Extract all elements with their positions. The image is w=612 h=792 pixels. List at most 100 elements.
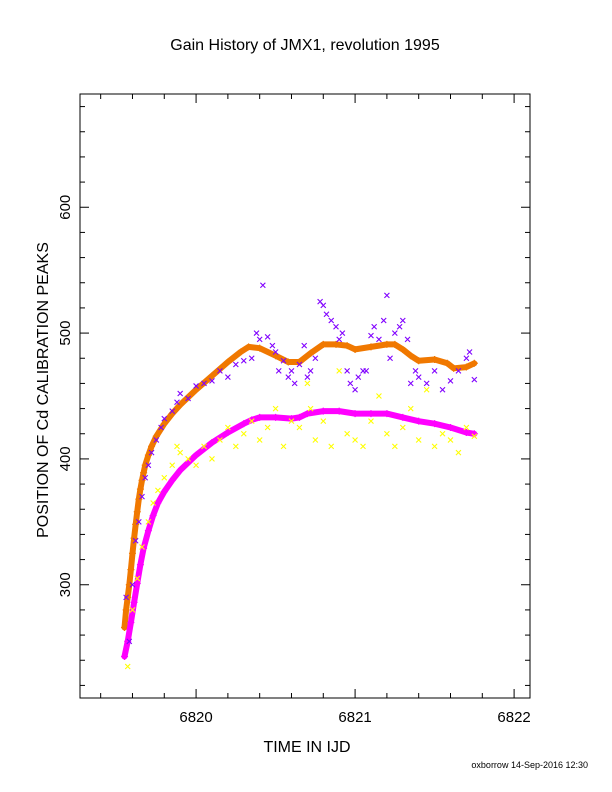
x-tick-label: 6822	[497, 709, 530, 726]
data-point	[136, 485, 144, 493]
data-point	[399, 424, 406, 431]
data-point	[431, 420, 439, 428]
series-line	[121, 408, 478, 660]
series-3	[124, 367, 478, 670]
data-point	[144, 527, 152, 535]
data-point	[455, 367, 462, 374]
series-line	[121, 341, 478, 631]
data-point	[446, 423, 454, 431]
data-point	[133, 508, 141, 516]
data-point	[141, 461, 149, 469]
data-point	[367, 410, 375, 418]
data-point	[439, 430, 446, 437]
data-point	[134, 575, 141, 582]
data-point	[209, 456, 215, 462]
data-point	[217, 437, 223, 443]
data-point	[130, 534, 138, 542]
data-point	[396, 323, 403, 330]
data-point	[295, 413, 303, 421]
data-point	[176, 466, 184, 474]
data-point	[415, 437, 422, 443]
data-point	[280, 357, 287, 364]
data-point	[135, 518, 142, 525]
data-point	[285, 374, 292, 381]
data-point	[336, 336, 343, 343]
data-point	[371, 323, 378, 330]
data-point	[352, 386, 358, 393]
data-point	[153, 437, 160, 443]
data-point	[161, 415, 168, 422]
data-point	[415, 374, 422, 381]
data-point	[367, 343, 375, 351]
data-point	[149, 512, 157, 520]
data-point	[248, 418, 255, 425]
data-point	[161, 474, 168, 481]
data-point	[391, 443, 398, 450]
data-point	[399, 413, 407, 421]
data-point	[129, 581, 136, 588]
data-point	[343, 342, 351, 350]
data-point	[376, 393, 382, 399]
data-point	[237, 348, 245, 356]
x-axis-label: TIME IN IJD	[263, 739, 350, 756]
data-point	[328, 443, 335, 450]
data-point	[176, 401, 184, 409]
data-point	[224, 374, 231, 381]
data-point	[291, 380, 298, 387]
data-point	[144, 451, 152, 459]
x-tick-label: 6820	[179, 709, 212, 726]
data-point	[328, 317, 335, 324]
data-point	[193, 462, 199, 469]
data-point	[368, 332, 374, 339]
data-point	[185, 456, 192, 462]
data-point	[307, 349, 315, 357]
data-point	[224, 428, 232, 436]
data-point	[125, 581, 133, 589]
data-point	[296, 361, 303, 368]
data-point	[155, 487, 161, 494]
data-point	[174, 443, 180, 450]
data-point	[301, 342, 308, 349]
data-point	[391, 340, 399, 348]
data-point	[168, 476, 176, 484]
data-point	[154, 499, 162, 507]
data-point	[339, 330, 346, 336]
y-axis-label: POSITION OF Cd CALIBRATION PEAKS	[35, 242, 52, 538]
data-point	[335, 407, 343, 415]
data-point	[376, 336, 382, 343]
data-point	[232, 361, 239, 368]
data-point	[466, 349, 473, 355]
data-point	[383, 410, 391, 418]
data-point	[272, 349, 279, 355]
data-point	[344, 430, 351, 437]
data-point	[136, 561, 144, 569]
data-point	[256, 413, 264, 421]
data-point	[275, 367, 282, 374]
data-point	[192, 451, 200, 459]
data-point	[224, 358, 232, 366]
data-point	[423, 386, 430, 393]
data-point	[280, 443, 287, 450]
data-point	[208, 372, 216, 380]
data-point	[264, 424, 271, 431]
footer-credit: oxborrow 14-Sep-2016 12:30	[471, 760, 588, 770]
data-point	[431, 443, 438, 450]
data-point	[248, 416, 256, 424]
data-point	[463, 355, 470, 362]
data-point	[320, 418, 327, 425]
data-point	[307, 405, 314, 412]
data-point	[208, 439, 216, 447]
data-point	[138, 476, 146, 484]
data-point	[415, 417, 423, 425]
data-point	[352, 437, 358, 443]
data-point	[269, 342, 276, 349]
data-point	[387, 355, 393, 362]
data-point	[336, 367, 343, 374]
data-point	[319, 340, 327, 348]
data-point	[174, 399, 180, 406]
x-tick-label: 6821	[338, 709, 371, 726]
data-point	[288, 367, 295, 374]
data-point	[160, 488, 168, 496]
data-point	[240, 357, 247, 364]
